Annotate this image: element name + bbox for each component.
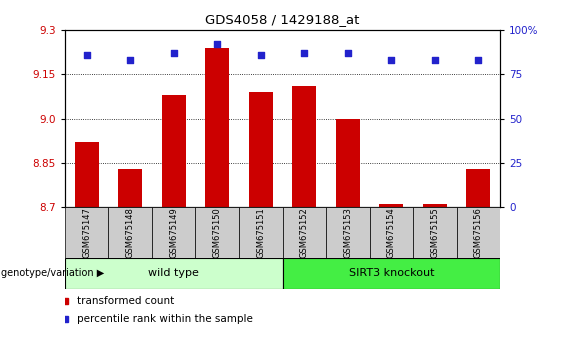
Text: GSM675148: GSM675148 (126, 207, 134, 258)
Text: GSM675151: GSM675151 (257, 207, 265, 258)
Bar (205, 48, 229, 207)
Bar (370, 207, 413, 258)
Bar (65, 207, 108, 258)
Bar (195, 207, 239, 258)
Bar (108, 207, 152, 258)
Text: GSM675150: GSM675150 (213, 207, 221, 258)
Text: GSM675149: GSM675149 (170, 207, 178, 258)
Bar (413, 207, 457, 258)
Bar (379, 204, 403, 207)
Point (299, 50, 308, 56)
Text: transformed count: transformed count (77, 296, 175, 306)
Point (170, 50, 179, 56)
Point (257, 52, 266, 58)
Bar (457, 207, 500, 258)
Point (212, 41, 221, 47)
Text: genotype/variation ▶: genotype/variation ▶ (1, 268, 105, 279)
Text: GSM675152: GSM675152 (300, 207, 308, 258)
Point (82, 52, 92, 58)
Bar (152, 207, 195, 258)
Bar (336, 119, 360, 207)
Bar (326, 207, 370, 258)
Bar (65, 258, 282, 289)
Point (343, 50, 353, 56)
Text: GSM675156: GSM675156 (474, 207, 483, 258)
Bar (282, 207, 326, 258)
Bar (239, 207, 282, 258)
Point (431, 57, 440, 63)
Text: GSM675153: GSM675153 (344, 207, 352, 258)
Point (126, 57, 135, 63)
Bar (75, 142, 99, 207)
Bar (292, 86, 316, 207)
Text: wild type: wild type (148, 268, 199, 279)
Bar (162, 95, 186, 207)
Point (386, 57, 396, 63)
Text: GSM675154: GSM675154 (387, 207, 396, 258)
Text: GSM675147: GSM675147 (82, 207, 91, 258)
Bar (249, 92, 273, 207)
Text: percentile rank within the sample: percentile rank within the sample (77, 314, 253, 324)
Point (473, 57, 483, 63)
Bar (466, 169, 490, 207)
Bar (282, 258, 500, 289)
Bar (423, 204, 447, 207)
Title: GDS4058 / 1429188_at: GDS4058 / 1429188_at (205, 13, 360, 26)
Bar (118, 169, 142, 207)
Text: GSM675155: GSM675155 (431, 207, 439, 258)
Text: SIRT3 knockout: SIRT3 knockout (349, 268, 434, 279)
